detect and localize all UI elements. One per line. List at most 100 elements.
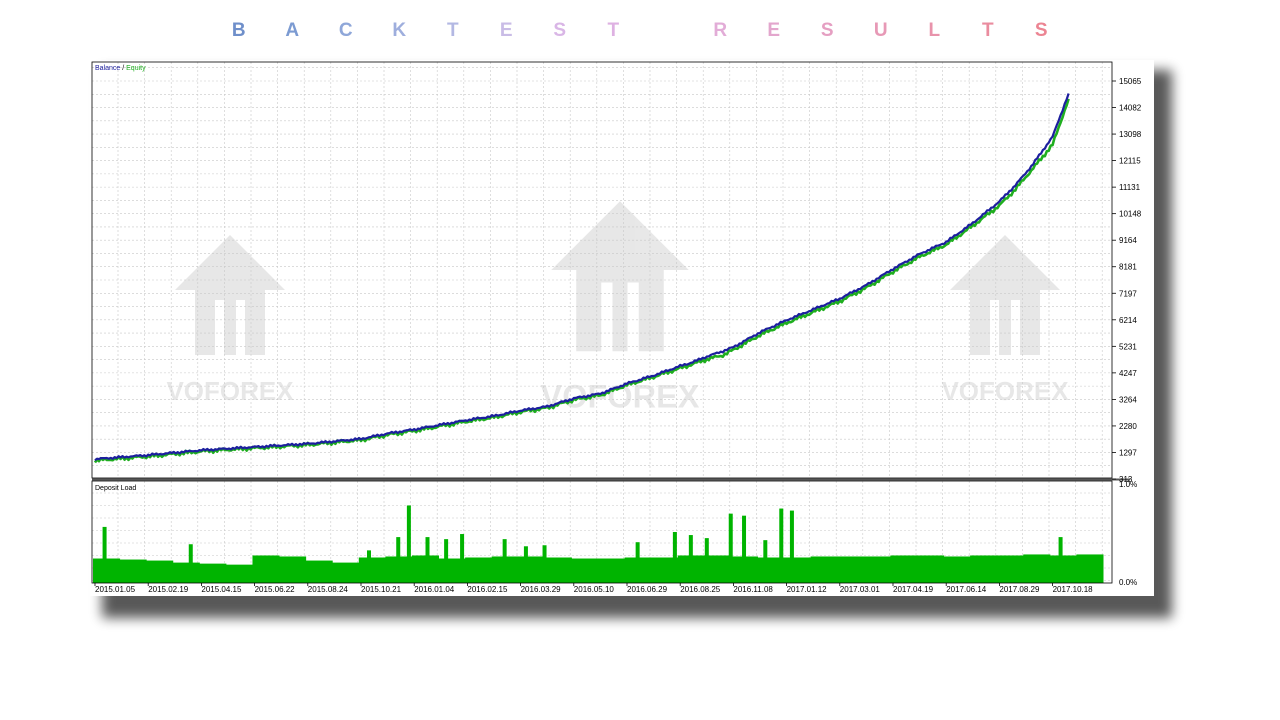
deposit-load-bar xyxy=(252,555,280,583)
x-tick-label: 2015.01.05 xyxy=(95,585,136,594)
watermark-layer: VOFOREX VOFOREX VOFOREX xyxy=(166,201,1069,415)
x-tick-label: 2015.06.22 xyxy=(255,585,296,594)
x-tick-label: 2016.03.29 xyxy=(521,585,562,594)
legend-item-equity: Equity xyxy=(126,65,146,72)
deposit-load-spike xyxy=(102,526,107,583)
x-tick-label: 2016.08.25 xyxy=(680,585,721,594)
deposit-load-spike xyxy=(742,515,747,583)
deposit-load-spike xyxy=(460,534,465,583)
title-letter: U xyxy=(873,20,888,41)
deposit-load-bar xyxy=(810,556,838,583)
x-tick-label: 2017.01.12 xyxy=(787,585,828,594)
deposit-load-bar xyxy=(199,563,227,583)
watermark-bar-shape xyxy=(612,220,628,352)
equity-balance-series xyxy=(93,93,1070,464)
title-letter: S xyxy=(553,20,567,41)
load-y-tick-label: 1.0% xyxy=(1119,480,1137,489)
main-pane-border xyxy=(91,61,1113,479)
y-tick-label: 9164 xyxy=(1119,236,1137,245)
y-tick-label: 12115 xyxy=(1119,157,1141,166)
deposit-load-bar xyxy=(1076,554,1104,583)
title-letter: C xyxy=(338,20,353,41)
deposit-load-bar xyxy=(996,555,1024,583)
deposit-load-bar xyxy=(598,558,626,583)
series-balance-line xyxy=(94,93,1070,462)
deposit-load-bar xyxy=(465,557,493,583)
watermark-logo: VOFOREX xyxy=(166,235,294,406)
watermark-text: VOFOREX xyxy=(941,376,1069,406)
x-tick-label: 2016.06.29 xyxy=(627,585,668,594)
legend: Deposit Load Balance / Equity xyxy=(95,65,146,492)
deposit-load-bar xyxy=(916,555,945,583)
title-letter: T xyxy=(446,20,459,41)
y-tick-label: 13098 xyxy=(1119,130,1142,139)
title-letter: T xyxy=(981,20,994,41)
watermark-text: VOFOREX xyxy=(541,379,700,415)
title-letter: L xyxy=(928,20,941,41)
load-y-tick-label: 0.0% xyxy=(1119,578,1137,587)
deposit-load-spike xyxy=(704,538,709,583)
legend-separator: / xyxy=(120,65,126,72)
y-tick-label: 4247 xyxy=(1119,369,1137,378)
title-letter: E xyxy=(767,20,781,41)
title-letter: A xyxy=(285,20,300,41)
y-tick-label: 14082 xyxy=(1119,104,1142,113)
deposit-load-bar xyxy=(837,556,865,583)
legend-text: Balance / Equity xyxy=(95,65,146,72)
deposit-load-bar xyxy=(1023,554,1051,583)
deposit-load-spike xyxy=(188,544,193,583)
deposit-load-bar xyxy=(970,555,998,583)
backtest-chart: VOFOREX VOFOREX VOFOREX 313 1297 2280 3264 424… xyxy=(90,60,1154,596)
x-tick-label: 2015.04.15 xyxy=(201,585,242,594)
deposit-load-bar xyxy=(863,556,891,583)
axis-labels: 313 1297 2280 3264 4247 5231 6214 7197 8181 9164 1… xyxy=(95,77,1142,594)
deposit-load-bar xyxy=(305,560,333,583)
deposit-load-spike xyxy=(444,539,449,583)
deposit-load-bar xyxy=(704,555,732,583)
deposit-load-bar xyxy=(172,562,200,583)
deposit-load-spike xyxy=(1058,537,1063,583)
deposit-load-spike xyxy=(789,510,794,583)
y-tick-label: 15065 xyxy=(1119,77,1142,86)
watermark-bar-shape xyxy=(999,250,1011,355)
x-tick-label: 2016.02.15 xyxy=(467,585,508,594)
x-tick-label: 2016.05.10 xyxy=(574,585,615,594)
title-letter: S xyxy=(820,20,834,41)
x-tick-label: 2015.10.21 xyxy=(361,585,402,594)
deposit-load-spike xyxy=(728,513,733,583)
y-tick-label: 6214 xyxy=(1119,316,1137,325)
legend-item-balance: Balance xyxy=(95,65,120,72)
deposit-load-bar xyxy=(544,557,572,583)
deposit-load-spike xyxy=(396,537,401,583)
title-letter: E xyxy=(499,20,513,41)
y-tick-label: 1297 xyxy=(1119,448,1137,457)
deposit-load-bar xyxy=(279,556,307,583)
deposit-load-bar xyxy=(146,560,174,583)
deposit-load-bar xyxy=(225,564,253,583)
deposit-load-bar xyxy=(571,558,599,583)
x-tick-label: 2017.08.29 xyxy=(999,585,1040,594)
chart-axes xyxy=(91,61,1130,586)
watermark-arrow-shape xyxy=(175,235,285,355)
x-tick-label: 2015.02.19 xyxy=(148,585,189,594)
watermark-arrow-shape xyxy=(950,235,1060,355)
title-letter: T xyxy=(607,20,620,41)
x-tick-label: 2016.01.04 xyxy=(414,585,455,594)
x-tick-label: 2017.03.01 xyxy=(840,585,881,594)
deposit-load-spike xyxy=(523,546,528,583)
y-tick-label: 8181 xyxy=(1119,263,1137,272)
deposit-load-spike xyxy=(672,532,677,583)
deposit-load-spike xyxy=(763,540,768,583)
y-tick-label: 7197 xyxy=(1119,289,1137,298)
deposit-load-spike xyxy=(779,508,784,583)
title-letter: S xyxy=(1034,20,1048,41)
deposit-load-bar xyxy=(119,559,147,583)
y-tick-label: 2280 xyxy=(1119,422,1137,431)
x-tick-label: 2015.08.24 xyxy=(308,585,349,594)
deposit-load-bar xyxy=(358,557,386,583)
deposit-load-bars xyxy=(93,505,1104,583)
deposit-load-bar xyxy=(411,555,440,583)
y-tick-label: 5231 xyxy=(1119,342,1137,351)
y-tick-label: 11131 xyxy=(1119,183,1141,192)
